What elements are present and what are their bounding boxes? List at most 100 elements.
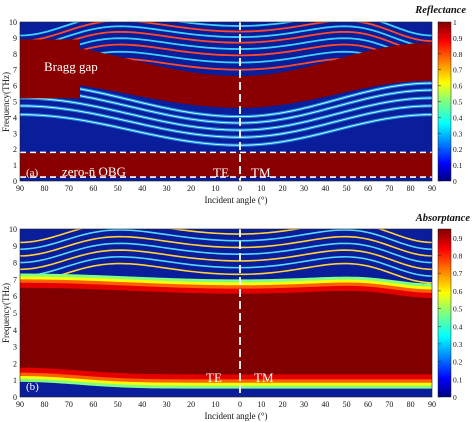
reflectance-fringe bbox=[239, 22, 432, 42]
x-tick-label: 90 bbox=[428, 400, 436, 409]
colorbar-tick-label: 0.3 bbox=[453, 340, 463, 349]
reflectance-fringe-core bbox=[239, 97, 432, 131]
y-tick-label: 4 bbox=[13, 326, 17, 335]
x-tick-label: 40 bbox=[321, 400, 329, 409]
colorbar-tick-label: 0 bbox=[453, 393, 457, 402]
reflectance-fringe-core bbox=[239, 82, 432, 118]
bragg-gap-band bbox=[20, 39, 80, 99]
absorptance-fringe bbox=[20, 242, 241, 264]
x-tick-label: 30 bbox=[163, 184, 171, 193]
colorbar-title-b: Absorptance bbox=[415, 213, 471, 224]
colorbar-tick-label: 1 bbox=[453, 18, 457, 27]
colorbar-ticks-a: 0 0.1 0.2 0.3 0.4 0.5 0.6 0.7 0.8 0.9 1 bbox=[438, 18, 463, 186]
colorbar-tick-label: 0.2 bbox=[453, 145, 463, 154]
absorptance-fringe bbox=[20, 256, 241, 277]
y-tick-label: 5 bbox=[13, 309, 17, 318]
x-tick-label: 70 bbox=[65, 400, 73, 409]
y-tick-label: 9 bbox=[13, 242, 17, 251]
colorbar-tick-label: 0.7 bbox=[453, 66, 463, 75]
reflectance-fringe-core bbox=[239, 89, 432, 124]
absorption-band-layer bbox=[20, 287, 240, 375]
x-tick-label: 90 bbox=[428, 184, 436, 193]
x-tick-label: 60 bbox=[89, 400, 97, 409]
y-tick-label: 9 bbox=[13, 34, 17, 43]
bragg-gap-label: Bragg gap bbox=[44, 59, 98, 74]
panel-b: (b) TE TM 90 80 70 60 50 40 30 20 10 0 10 20 30 40 50 6… bbox=[1, 213, 470, 421]
x-tick-label: 40 bbox=[321, 184, 329, 193]
x-tick-label: 60 bbox=[89, 184, 97, 193]
colorbar-tick-label: 0.8 bbox=[453, 252, 463, 261]
y-tick-label: 0 bbox=[13, 177, 17, 186]
colorbar-tick-label: 0.9 bbox=[453, 34, 463, 43]
colorbar-tick-label: 0.5 bbox=[453, 98, 463, 107]
reflectance-fringe bbox=[20, 22, 241, 37]
colorbar-tick-label: 0.7 bbox=[453, 269, 463, 278]
y-tick-label: 2 bbox=[13, 359, 17, 368]
tm-label-a: TM bbox=[251, 165, 271, 180]
y-tick-label: 5 bbox=[13, 98, 17, 107]
colorbar-ticks-b: 0 0.1 0.2 0.3 0.4 0.5 0.6 0.7 0.8 0.9 bbox=[438, 234, 463, 402]
x-tick-label: 10 bbox=[257, 400, 265, 409]
x-tick-label: 30 bbox=[300, 184, 308, 193]
reflectance-fringe-core bbox=[20, 114, 241, 146]
y-tick-label: 1 bbox=[13, 376, 17, 385]
reflectance-fringe-core bbox=[239, 114, 432, 146]
x-tick-label: 70 bbox=[385, 184, 393, 193]
tm-label-b: TM bbox=[254, 370, 274, 385]
x-tick-label: 10 bbox=[212, 400, 220, 409]
x-tick-label: 30 bbox=[300, 400, 308, 409]
x-tick-label: 40 bbox=[138, 400, 146, 409]
colorbar-tick-label: 0.4 bbox=[453, 322, 463, 331]
y-axis-label-a: Frequency(THz) bbox=[1, 72, 11, 132]
absorptance-fringe bbox=[239, 229, 432, 244]
x-tick-label: 20 bbox=[187, 184, 195, 193]
y-tick-label: 0 bbox=[13, 393, 17, 402]
x-tick-label: 10 bbox=[257, 184, 265, 193]
x-tick-label: 50 bbox=[114, 400, 122, 409]
y-tick-label: 7 bbox=[13, 275, 17, 284]
y-tick-label: 1 bbox=[13, 161, 17, 170]
reflectance-fringe-core bbox=[239, 105, 432, 138]
x-tick-label: 80 bbox=[407, 400, 415, 409]
x-axis-label-a: Incident angle (°) bbox=[204, 195, 267, 205]
x-tick-labels-b: 90 80 70 60 50 40 30 20 10 0 10 20 30 40 50 60 70 80 90 bbox=[16, 400, 436, 409]
absorptance-fringe bbox=[239, 262, 432, 284]
y-tick-label: 10 bbox=[9, 18, 17, 27]
absorption-band-layer bbox=[240, 290, 432, 375]
absorptance-fringe bbox=[20, 229, 241, 250]
colorbar-title-a: Reflectance bbox=[414, 5, 466, 16]
y-tick-label: 6 bbox=[13, 82, 17, 91]
reflectance-fringe bbox=[239, 25, 432, 48]
x-tick-label: 90 bbox=[16, 184, 24, 193]
colorbar-tick-label: 0.3 bbox=[453, 129, 463, 138]
y-tick-label: 8 bbox=[13, 259, 17, 268]
y-tick-label: 8 bbox=[13, 50, 17, 59]
x-tick-label: 10 bbox=[212, 184, 220, 193]
x-axis-label-b: Incident angle (°) bbox=[204, 411, 267, 421]
x-tick-labels-a: 90 80 70 60 50 40 30 20 10 0 10 20 30 40 50 60 70 80 90 bbox=[16, 184, 436, 193]
x-tick-label: 80 bbox=[40, 184, 48, 193]
colorbar-tick-label: 0.2 bbox=[453, 358, 463, 367]
x-tick-label: 80 bbox=[40, 400, 48, 409]
x-tick-label: 80 bbox=[407, 184, 415, 193]
reflectance-fringe-core bbox=[20, 97, 241, 131]
x-tick-label: 70 bbox=[65, 184, 73, 193]
reflectance-heatmap bbox=[20, 22, 432, 181]
plot-frame bbox=[19, 21, 433, 182]
absorptance-fringe bbox=[239, 242, 432, 264]
panel-label-b: (b) bbox=[26, 381, 39, 393]
y-tick-label: 6 bbox=[13, 292, 17, 301]
x-tick-label: 90 bbox=[16, 400, 24, 409]
colorbar-tick-label: 0.4 bbox=[453, 113, 463, 122]
x-tick-label: 20 bbox=[279, 400, 287, 409]
colorbar-tick-label: 0.6 bbox=[453, 287, 463, 296]
absorptance-fringe bbox=[239, 229, 432, 250]
colorbar-tick-label: 0.5 bbox=[453, 305, 463, 314]
reflectance-fringe-core bbox=[20, 105, 241, 138]
colorbar-b bbox=[437, 228, 452, 398]
te-label-a: TE bbox=[213, 165, 229, 180]
colorbar-tick-label: 0.1 bbox=[453, 161, 463, 170]
te-label-b: TE bbox=[206, 370, 222, 385]
bragg-gap-band bbox=[240, 42, 432, 108]
